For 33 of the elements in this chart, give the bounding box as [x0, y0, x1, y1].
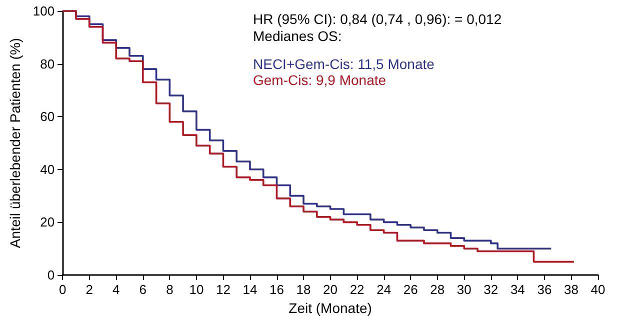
x-tick-label: 20 — [323, 282, 338, 297]
x-tick-label: 32 — [484, 282, 498, 297]
x-tick-label: 18 — [296, 282, 311, 297]
annotation: HR (95% CI): 0,84 (0,74 , 0,96): = 0,012 — [253, 11, 502, 27]
x-tick-label: 6 — [139, 282, 147, 297]
x-tick-label: 24 — [376, 282, 392, 297]
x-tick-label: 34 — [510, 282, 525, 297]
y-tick-label: 80 — [40, 56, 55, 72]
x-tick-label: 12 — [216, 282, 230, 297]
x-tick-label: 36 — [537, 282, 552, 297]
y-axis-title: Anteil überlebender Patienten (%) — [7, 38, 23, 248]
annotation: Medianes OS: — [253, 28, 342, 44]
y-tick-label: 60 — [40, 109, 55, 124]
x-tick-label: 28 — [430, 282, 445, 297]
x-tick-label: 30 — [456, 282, 472, 297]
y-tick-label: 40 — [40, 162, 55, 177]
y-tick-label: 100 — [32, 4, 55, 18]
x-tick-label: 22 — [350, 282, 364, 297]
x-tick-label: 14 — [242, 282, 258, 297]
x-axis-title: Zeit (Monate) — [288, 300, 372, 316]
x-tick-label: 40 — [590, 282, 606, 297]
y-tick-label: 0 — [47, 268, 55, 282]
x-tick-label: 8 — [166, 282, 174, 297]
text: Gem-Cis: 9,9 Monate — [253, 72, 386, 88]
text: NECI+Gem-Cis: 11,5 Monate — [253, 56, 435, 72]
x-tick-label: 4 — [112, 282, 120, 297]
y-tick-label: 20 — [40, 214, 55, 230]
x-tick-label: 2 — [86, 282, 93, 297]
x-tick-label: 38 — [564, 282, 578, 297]
x-tick-label: 26 — [403, 282, 418, 297]
x-tick-label: 10 — [189, 282, 204, 297]
x-tick-label: 0 — [58, 282, 66, 297]
x-tick-label: 16 — [270, 282, 284, 297]
